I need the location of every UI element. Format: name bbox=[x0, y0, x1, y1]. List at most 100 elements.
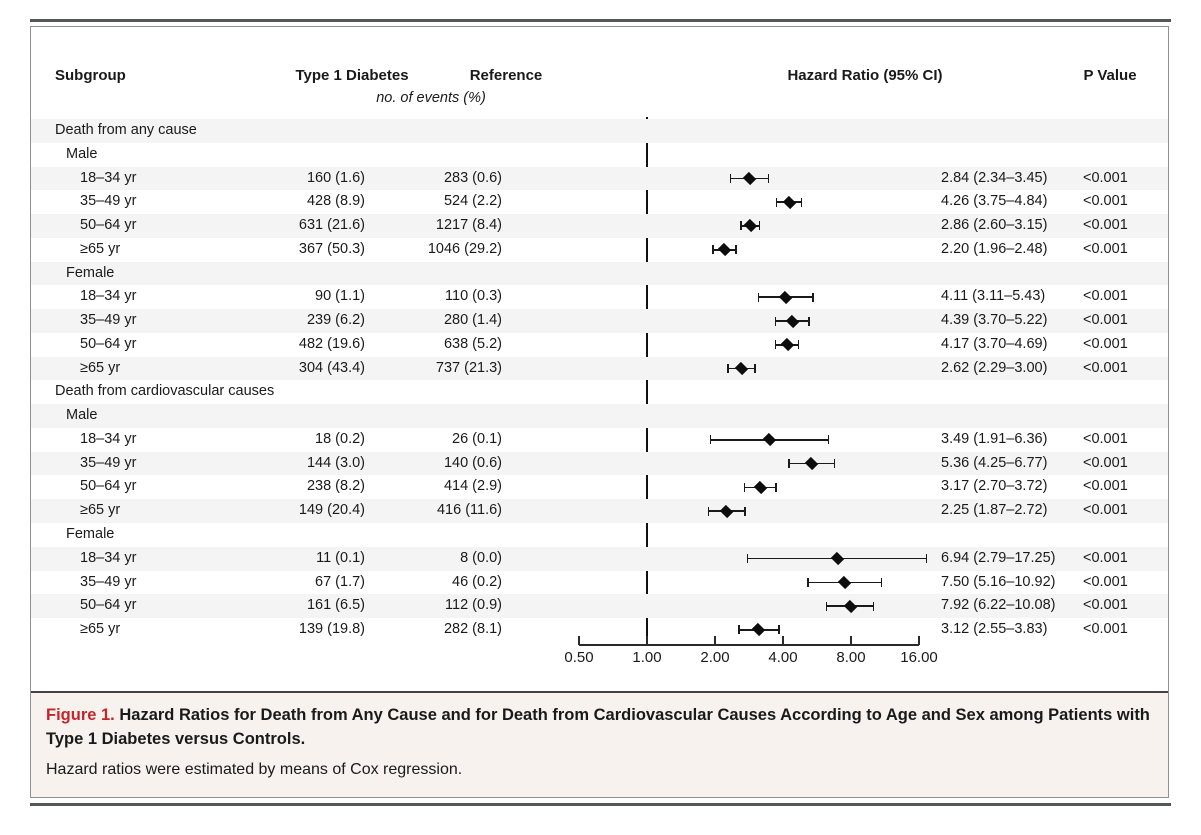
t1d-events-cell: 144 (3.0) bbox=[306, 454, 365, 471]
ci-cap-right bbox=[827, 435, 830, 445]
reference-events-cell: 1217 (8.4) bbox=[435, 217, 502, 234]
ci-cap-left bbox=[774, 316, 777, 326]
row-label: 50–64 yr bbox=[80, 335, 137, 352]
row-label: 50–64 yr bbox=[80, 217, 137, 234]
hazard-ratio-cell: 2.84 (2.34–3.45) bbox=[941, 169, 1048, 186]
ci-cap-left bbox=[729, 173, 732, 183]
group-header-row: Female bbox=[31, 261, 1168, 286]
section-header-row: Death from cardiovascular causes bbox=[31, 380, 1168, 404]
reference-events-cell: 737 (21.3) bbox=[435, 359, 502, 376]
p-value-cell: <0.001 bbox=[1083, 335, 1128, 352]
figure-number-label: Figure 1. bbox=[46, 706, 115, 724]
table-row: 50–64 yr 631 (21.6) 1217 (8.4) 2.86 (2.60–3… bbox=[31, 214, 1168, 238]
row-label: ≥65 yr bbox=[80, 502, 121, 519]
ci-cap-right bbox=[777, 625, 780, 635]
reference-events-cell: 140 (0.6) bbox=[443, 454, 502, 471]
group-header-row: Female bbox=[31, 523, 1168, 547]
t1d-events-cell: 161 (6.5) bbox=[306, 597, 365, 614]
table-row: ≥65 yr 304 (43.4) 737 (21.3) 2.62 (2.29–3.0… bbox=[31, 356, 1168, 381]
t1d-events-cell: 11 (0.1) bbox=[316, 549, 365, 566]
ci-cap-left bbox=[825, 601, 828, 611]
ci-cap-right bbox=[925, 554, 928, 564]
p-value-cell: <0.001 bbox=[1083, 240, 1128, 257]
table-row: 50–64 yr 482 (19.6) 638 (5.2) 4.17 (3.70–4.… bbox=[31, 333, 1168, 357]
p-value-cell: <0.001 bbox=[1083, 430, 1128, 447]
t1d-events-cell: 90 (1.1) bbox=[315, 288, 365, 305]
ci-cap-left bbox=[775, 197, 778, 207]
hazard-ratio-cell: 7.92 (6.22–10.08) bbox=[941, 597, 1056, 614]
reference-line bbox=[646, 117, 648, 645]
ci-cap-right bbox=[767, 173, 770, 183]
top-rule bbox=[30, 19, 1171, 22]
ci-cap-right bbox=[872, 601, 875, 611]
axis-tick bbox=[578, 636, 580, 645]
column-header-type1-diabetes: Type 1 Diabetes bbox=[295, 67, 409, 84]
ci-cap-left bbox=[743, 482, 746, 492]
hazard-ratio-cell: 3.12 (2.55–3.83) bbox=[941, 621, 1048, 638]
axis-tick bbox=[850, 636, 852, 645]
section-header-row: Death from any cause bbox=[31, 119, 1168, 143]
table-row: 35–49 yr 67 (1.7) 46 (0.2) 7.50 (5.16–10.92… bbox=[31, 571, 1168, 595]
table-row: 35–49 yr 239 (6.2) 280 (1.4) 4.39 (3.70–5.2… bbox=[31, 309, 1168, 333]
row-label: Female bbox=[66, 526, 115, 543]
ci-cap-right bbox=[758, 221, 761, 231]
hazard-ratio-cell: 3.17 (2.70–3.72) bbox=[941, 478, 1048, 495]
hazard-ratio-cell: 7.50 (5.16–10.92) bbox=[941, 573, 1056, 590]
column-header-reference: Reference bbox=[469, 67, 543, 84]
table-row: 50–64 yr 161 (6.5) 112 (0.9) 7.92 (6.22–10.… bbox=[31, 594, 1168, 619]
p-value-cell: <0.001 bbox=[1083, 169, 1128, 186]
caption-note: Hazard ratios were estimated by means of… bbox=[46, 760, 463, 778]
row-label: 18–34 yr bbox=[80, 169, 137, 186]
hazard-ratio-cell: 4.17 (3.70–4.69) bbox=[941, 335, 1048, 352]
ci-cap-left bbox=[746, 554, 749, 564]
reference-events-cell: 524 (2.2) bbox=[443, 193, 502, 210]
reference-events-cell: 46 (0.2) bbox=[452, 573, 502, 590]
reference-events-cell: 416 (11.6) bbox=[436, 502, 502, 519]
ci-cap-right bbox=[808, 316, 810, 326]
caption-title-line: Figure 1. Hazard Ratios for Death from A… bbox=[46, 704, 1153, 752]
t1d-events-cell: 18 (0.2) bbox=[315, 430, 365, 447]
row-label: ≥65 yr bbox=[80, 621, 121, 638]
table-row: 50–64 yr 238 (8.2) 414 (2.9) 3.17 (2.70–3.7… bbox=[31, 475, 1168, 499]
ci-cap-right bbox=[753, 364, 756, 374]
reference-events-cell: 282 (8.1) bbox=[443, 621, 502, 638]
t1d-events-cell: 428 (8.9) bbox=[306, 193, 365, 210]
ci-cap-right bbox=[797, 340, 800, 350]
reference-events-cell: 638 (5.2) bbox=[443, 335, 502, 352]
table-row: ≥65 yr 149 (20.4) 416 (11.6) 2.25 (1.87–2.7… bbox=[31, 499, 1168, 524]
x-axis: 0.50 1.00 2.00 4.00 8.00 16.00 bbox=[31, 27, 1168, 727]
reference-events-cell: 414 (2.9) bbox=[443, 478, 502, 495]
axis-tick-label: 1.00 bbox=[632, 649, 662, 666]
t1d-events-cell: 631 (21.6) bbox=[298, 217, 365, 234]
row-label: Female bbox=[66, 264, 115, 281]
row-label: Death from cardiovascular causes bbox=[55, 383, 275, 400]
ci-cap-right bbox=[812, 292, 814, 302]
axis-baseline bbox=[579, 644, 919, 646]
events-note: no. of events (%) bbox=[376, 90, 486, 106]
row-label: 50–64 yr bbox=[80, 478, 137, 495]
ci-cap-right bbox=[880, 577, 883, 587]
reference-events-cell: 26 (0.1) bbox=[452, 430, 502, 447]
reference-events-cell: 283 (0.6) bbox=[443, 169, 502, 186]
ci-cap-right bbox=[744, 506, 746, 516]
figure-caption: Figure 1. Hazard Ratios for Death from A… bbox=[31, 691, 1168, 797]
t1d-events-cell: 239 (6.2) bbox=[306, 312, 365, 329]
table-row: 35–49 yr 428 (8.9) 524 (2.2) 4.26 (3.75–4.8… bbox=[31, 190, 1168, 214]
row-label: 18–34 yr bbox=[80, 430, 137, 447]
table-row: ≥65 yr 139 (19.8) 282 (8.1) 3.12 (2.55–3.83… bbox=[31, 618, 1168, 642]
p-value-cell: <0.001 bbox=[1083, 478, 1128, 495]
hazard-ratio-cell: 2.86 (2.60–3.15) bbox=[941, 217, 1048, 234]
ci-cap-left bbox=[807, 577, 809, 587]
ci-cap-right bbox=[775, 482, 777, 492]
t1d-events-cell: 149 (20.4) bbox=[298, 502, 365, 519]
group-header-row: Male bbox=[31, 404, 1168, 428]
forest-table-rows: Death from any cause Male 18–34 yr 160 (1.6… bbox=[31, 119, 1168, 642]
ci-cap-left bbox=[757, 292, 760, 302]
p-value-cell: <0.001 bbox=[1083, 573, 1128, 590]
column-header-subgroup: Subgroup bbox=[55, 67, 126, 84]
hazard-ratio-cell: 2.20 (1.96–2.48) bbox=[941, 240, 1048, 257]
hazard-ratio-cell: 4.39 (3.70–5.22) bbox=[941, 312, 1048, 329]
row-label: 35–49 yr bbox=[80, 193, 137, 210]
axis-tick bbox=[714, 636, 716, 645]
